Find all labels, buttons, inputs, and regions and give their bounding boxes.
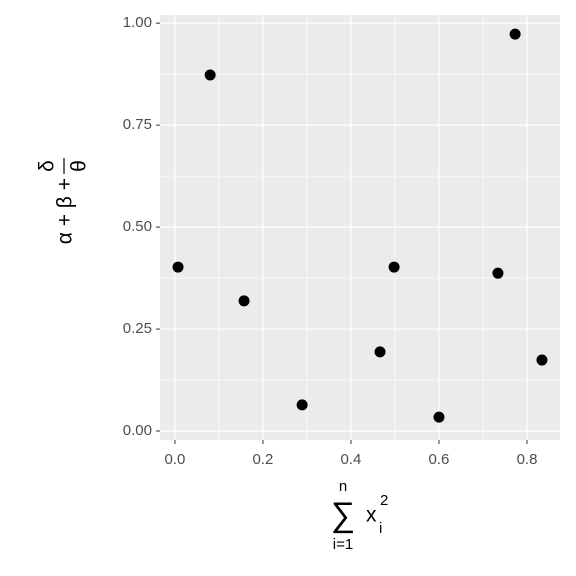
y-tick-label: 0.50 <box>123 218 152 235</box>
y-tick-label: 0.00 <box>123 422 152 439</box>
sum-lower: i=1 <box>333 536 353 553</box>
point <box>238 295 250 307</box>
y-denominator: θ <box>68 160 91 172</box>
ticks: 0.0 0.2 0.4 0.6 0.8 0.00 0.25 0.50 0.75 1.00 <box>123 14 538 468</box>
point <box>388 261 400 273</box>
point <box>433 411 445 423</box>
point <box>374 346 386 358</box>
y-numerator: δ <box>36 160 59 172</box>
y-axis-label: α + β + δ θ <box>36 158 91 244</box>
point <box>172 261 184 273</box>
grid <box>160 15 560 440</box>
sum-operator: ∑ <box>331 496 355 534</box>
x-tick-label: 0.0 <box>165 451 186 468</box>
points <box>172 28 548 423</box>
x-tick-label: 0.6 <box>429 451 450 468</box>
y-tick-label: 0.75 <box>123 116 152 133</box>
x-tick-label: 0.2 <box>253 451 274 468</box>
point <box>509 28 521 40</box>
x-base: x <box>366 504 377 527</box>
point <box>536 354 548 366</box>
point <box>296 399 308 411</box>
x-sub: i <box>379 520 382 537</box>
x-sup: 2 <box>380 492 388 509</box>
x-tick-label: 0.8 <box>517 451 538 468</box>
x-axis-label: ∑ n i=1 x i 2 <box>331 478 388 553</box>
y-tick-label: 0.25 <box>123 320 152 337</box>
point <box>492 267 504 279</box>
x-tick-label: 0.4 <box>341 451 362 468</box>
y-terms: α + β + <box>54 178 77 244</box>
point <box>204 69 216 81</box>
y-tick-label: 1.00 <box>123 14 152 31</box>
sum-upper: n <box>339 478 347 495</box>
